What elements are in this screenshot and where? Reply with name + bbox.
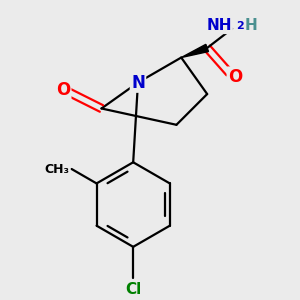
Text: O: O xyxy=(56,81,70,99)
Text: O: O xyxy=(228,68,242,86)
Polygon shape xyxy=(181,44,208,58)
Text: CH₃: CH₃ xyxy=(45,163,70,176)
Text: Cl: Cl xyxy=(125,282,141,297)
Text: N: N xyxy=(131,74,145,92)
Text: NH: NH xyxy=(207,18,232,33)
Text: 2: 2 xyxy=(236,21,244,31)
Text: H: H xyxy=(244,18,257,33)
